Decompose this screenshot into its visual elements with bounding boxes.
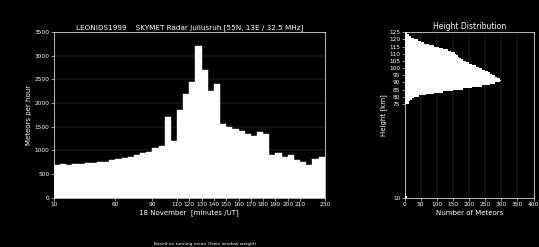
- Bar: [405, 80, 501, 81]
- Bar: [405, 67, 479, 68]
- Bar: [405, 103, 409, 104]
- Bar: [405, 38, 414, 39]
- Y-axis label: Height [km]: Height [km]: [380, 94, 386, 136]
- Bar: [405, 44, 429, 45]
- Bar: [405, 85, 482, 87]
- Bar: [405, 88, 462, 90]
- Bar: [405, 87, 472, 88]
- Bar: [405, 90, 453, 91]
- Bar: [405, 31, 406, 32]
- Bar: [405, 98, 412, 100]
- Bar: [405, 91, 444, 93]
- Bar: [405, 74, 492, 75]
- Bar: [405, 51, 451, 52]
- Bar: [405, 32, 407, 34]
- Bar: [405, 34, 409, 35]
- Bar: [405, 61, 466, 62]
- Bar: [405, 68, 482, 69]
- Bar: [405, 196, 407, 198]
- Bar: [405, 101, 410, 103]
- Bar: [405, 64, 472, 65]
- Bar: [405, 82, 495, 84]
- Text: Based on running mean (5min window weight): Based on running mean (5min window weigh…: [154, 242, 256, 246]
- Bar: [405, 58, 461, 60]
- X-axis label: 18 November  [minutes /UT]: 18 November [minutes /UT]: [140, 209, 239, 216]
- Bar: [405, 97, 414, 98]
- Bar: [405, 49, 448, 51]
- Title: Height Distribution: Height Distribution: [432, 22, 506, 31]
- Bar: [405, 93, 434, 94]
- Bar: [405, 84, 490, 85]
- Bar: [405, 71, 488, 72]
- Bar: [405, 94, 426, 95]
- Bar: [405, 41, 421, 42]
- Bar: [405, 39, 418, 41]
- Bar: [405, 46, 439, 48]
- Y-axis label: Meteors per hour: Meteors per hour: [26, 85, 32, 145]
- Bar: [405, 100, 411, 101]
- Bar: [405, 55, 458, 57]
- Bar: [405, 52, 454, 54]
- Bar: [405, 95, 419, 97]
- Bar: [405, 54, 456, 55]
- Bar: [405, 48, 444, 49]
- X-axis label: Number of Meteors: Number of Meteors: [436, 209, 503, 216]
- Bar: [405, 42, 424, 44]
- Bar: [405, 75, 495, 77]
- Bar: [405, 36, 411, 38]
- Bar: [405, 77, 496, 78]
- Title: LEONIDS1999    SKYMET Radar Juliusruh [55N, 13E / 32.5 MHz]: LEONIDS1999 SKYMET Radar Juliusruh [55N,…: [75, 24, 303, 31]
- Bar: [405, 57, 459, 58]
- Bar: [405, 72, 490, 74]
- Bar: [405, 78, 500, 80]
- Bar: [405, 60, 462, 61]
- Bar: [405, 65, 475, 67]
- Bar: [405, 81, 500, 82]
- Bar: [405, 35, 410, 36]
- Bar: [405, 69, 485, 71]
- Bar: [405, 45, 434, 46]
- Bar: [405, 62, 469, 64]
